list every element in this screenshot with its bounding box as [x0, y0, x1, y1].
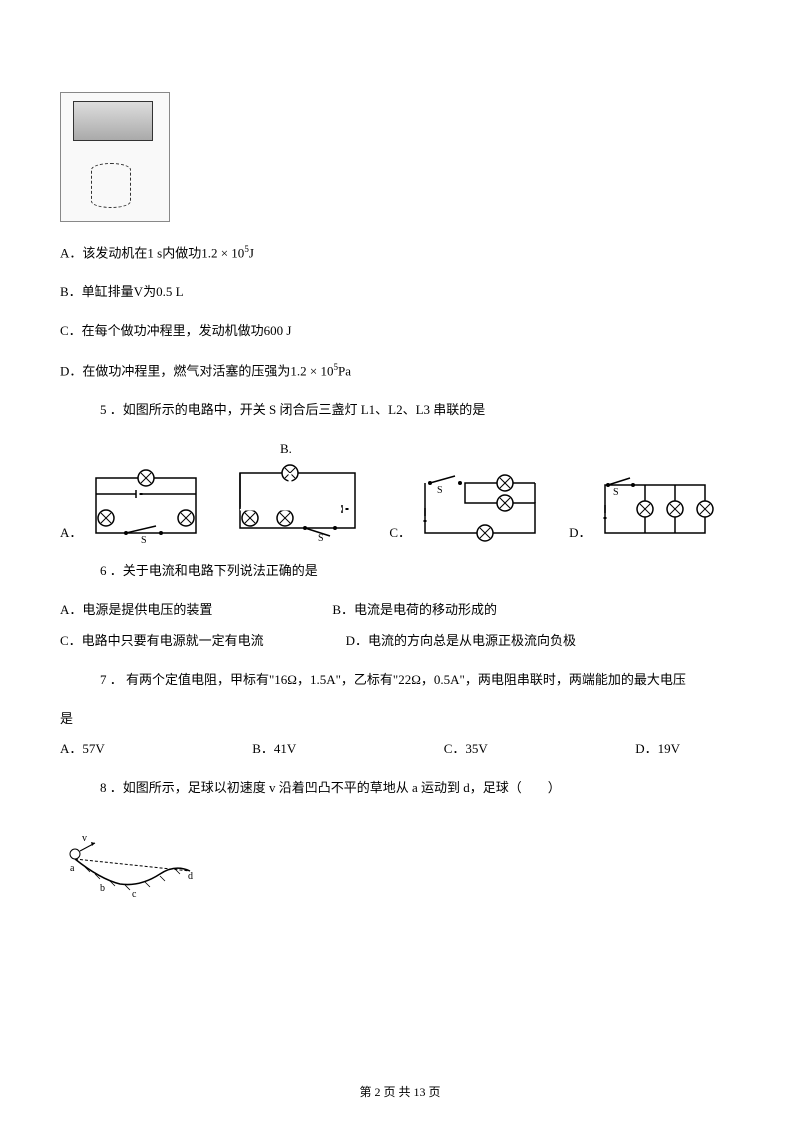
q4-option-d: D．在做功冲程里，燃气对活塞的压强为1.2 × 105Pa: [60, 360, 740, 382]
q5-c-label: C．: [389, 523, 411, 544]
q8-text: 8 ．如图所示，足球以初速度 v 沿着凹凸不平的草地从 a 运动到 d，足球（ …: [60, 778, 740, 799]
q5-text: 5 ．如图所示的电路中，开关 S 闭合后三盏灯 L1、L2、L3 串联的是: [60, 400, 740, 421]
q8-wave-figure: v a b c d: [60, 829, 210, 899]
q4-b-pre: B．单缸排量: [60, 284, 134, 299]
q4-b-val: 0.5 L: [156, 284, 183, 299]
svg-text:c: c: [132, 889, 137, 899]
q4-c-pre: C．在每个做功冲程里，发动机做功: [60, 323, 264, 338]
page-footer: 第 2 页 共 13 页: [0, 1083, 800, 1102]
q4-option-a: A．该发动机在1 s内做功1.2 × 105J: [60, 242, 740, 264]
q4-a-mid: 内做功: [162, 245, 201, 260]
q7-a: A．57V: [60, 739, 105, 760]
q4-a-unit: J: [249, 245, 254, 260]
q4-b-var: V: [134, 284, 143, 299]
q6-row1: A．电源是提供电压的装置 B．电流是电荷的移动形成的: [60, 600, 740, 621]
svg-text:S: S: [437, 485, 443, 496]
q4-d-pre: D．在做功冲程里，燃气对活塞的压强为: [60, 363, 290, 378]
svg-text:v: v: [82, 833, 87, 844]
q4-d-unit: Pa: [338, 363, 351, 378]
circuit-d-icon: S: [595, 473, 715, 543]
q6-d: D．电流的方向总是从电源正极流向负极: [346, 631, 576, 652]
q7-text: 7 ． 有两个定值电阻，甲标有"16Ω，1.5A"，乙标有"22Ω，0.5A"，…: [60, 670, 740, 691]
q4-option-c: C．在每个做功冲程里，发动机做功600 J: [60, 321, 740, 342]
q7-options: A．57V B．41V C．35V D．19V: [60, 739, 740, 760]
svg-text:a: a: [70, 863, 75, 874]
q5-circuits: A． S: [60, 463, 740, 543]
q7-d: D．19V: [635, 739, 680, 760]
q5-d-label: D．: [569, 523, 591, 544]
q5-a-label: A．: [60, 523, 82, 544]
q6-text: 6 ．关于电流和电路下列说法正确的是: [60, 561, 740, 582]
q5-b-label: B.: [280, 439, 800, 460]
q4-a-val2: 1.2 × 10: [201, 245, 244, 260]
circuit-c-icon: S: [415, 468, 545, 543]
q7-suffix: 是: [60, 709, 740, 730]
q4-d-val: 1.2 × 10: [290, 363, 333, 378]
svg-text:S: S: [613, 487, 619, 498]
q6-row2: C．电路中只要有电源就一定有电流 D．电流的方向总是从电源正极流向负极: [60, 631, 740, 652]
engine-figure: [60, 92, 740, 222]
q7-c: C．35V: [444, 739, 488, 760]
q4-a-pre: A．该发动机在: [60, 245, 147, 260]
circuit-a-icon: S: [86, 468, 206, 543]
svg-text:S: S: [318, 533, 324, 543]
svg-text:d: d: [188, 871, 193, 882]
q6-a: A．电源是提供电压的装置: [60, 600, 212, 621]
q7-b: B．41V: [252, 739, 296, 760]
q6-b: B．电流是电荷的移动形成的: [332, 600, 497, 621]
q4-c-val: 600 J: [264, 323, 292, 338]
q6-c: C．电路中只要有电源就一定有电流: [60, 631, 264, 652]
svg-text:S: S: [141, 535, 147, 543]
circuit-b-icon: S: [230, 463, 365, 543]
q4-a-val1: 1 s: [147, 245, 162, 260]
q4-b-mid: 为: [143, 284, 156, 299]
q4-option-b: B．单缸排量V为0.5 L: [60, 282, 740, 303]
svg-text:b: b: [100, 883, 105, 894]
